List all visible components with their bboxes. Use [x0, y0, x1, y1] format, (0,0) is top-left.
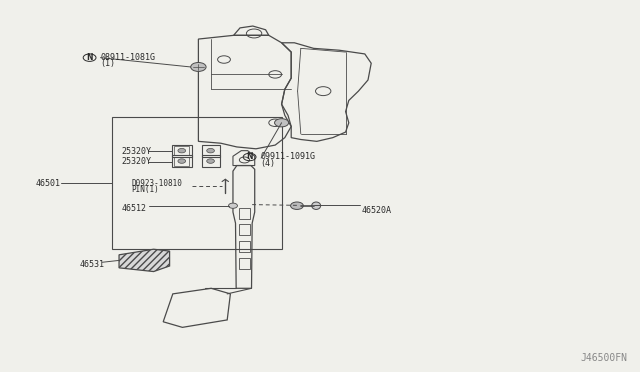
Bar [239, 258, 250, 269]
Text: PIN(1): PIN(1) [131, 185, 159, 194]
Bar [202, 145, 220, 157]
Polygon shape [119, 249, 170, 272]
Ellipse shape [312, 202, 321, 209]
Text: N: N [246, 153, 253, 161]
Text: 25320Y: 25320Y [122, 147, 152, 156]
Bar [174, 146, 189, 155]
Bar [172, 145, 192, 157]
Text: 46520A: 46520A [362, 206, 392, 215]
Circle shape [291, 202, 303, 209]
Text: 46531: 46531 [80, 260, 105, 269]
Bar [239, 224, 250, 235]
Circle shape [275, 119, 289, 127]
Circle shape [178, 148, 186, 153]
Text: D0923-10810: D0923-10810 [131, 179, 182, 187]
Bar [112, 117, 282, 249]
Text: 09911-1091G: 09911-1091G [260, 153, 316, 161]
Text: 25320Y: 25320Y [122, 157, 152, 166]
Bar [174, 157, 189, 166]
Text: 08911-1081G: 08911-1081G [100, 53, 156, 62]
Circle shape [191, 62, 206, 71]
Text: N: N [86, 53, 93, 62]
Bar [239, 208, 250, 219]
Bar [239, 241, 250, 252]
Text: J46500FN: J46500FN [580, 353, 627, 363]
Circle shape [178, 159, 186, 163]
Circle shape [207, 148, 214, 153]
Text: (1): (1) [100, 60, 115, 68]
Bar [202, 155, 220, 167]
Bar [172, 155, 192, 167]
Text: 46501: 46501 [35, 179, 60, 187]
Circle shape [228, 203, 237, 208]
Circle shape [207, 159, 214, 163]
Text: (4): (4) [260, 159, 275, 168]
Text: 46512: 46512 [122, 204, 147, 213]
